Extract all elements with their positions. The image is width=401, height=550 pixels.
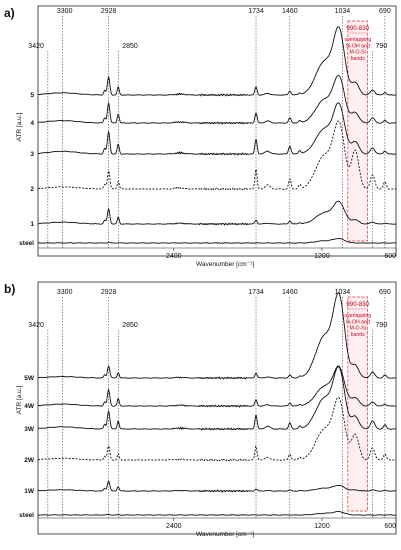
highlight-title: 990-830 [346,25,369,32]
x-axis-label: Wavenumber [cm⁻¹] [196,531,254,538]
peak-label-690: 690 [379,8,391,15]
highlight-text-line: overlapping [344,313,371,319]
plot-frame [37,281,397,535]
plot-frame [37,5,397,257]
series-label-steel: steel [19,512,34,519]
x-tick-label: 600 [384,523,396,530]
peak-label-1034: 1034 [335,289,351,296]
peak-label-3420: 3420 [28,43,44,50]
peak-label-3420: 3420 [28,322,44,329]
series-trace-steel [37,510,397,516]
series-label-3: 3 [30,151,34,158]
series-label-1W: 1W [24,488,35,495]
highlight-text-line: Si-OH and [346,43,370,49]
highlight-title: 990-830 [346,301,369,308]
peak-label-3300: 3300 [57,8,73,15]
panel-label: a) [4,6,15,20]
series-trace-3W [37,366,397,431]
series-label-3W: 3W [24,426,35,433]
series-label-2: 2 [30,186,34,193]
series-trace-1W [37,480,397,493]
series-label-steel: steel [19,240,34,247]
series-label-4W: 4W [24,403,35,410]
highlight-text-line: M-O-Si [350,326,366,332]
series-trace-2 [37,120,397,191]
peak-label-2928: 2928 [101,289,117,296]
x-tick-label: 600 [384,253,396,260]
peak-label-1034: 1034 [335,8,351,15]
series-trace-4W [37,365,397,408]
y-axis-label: ATR [a.u.] [16,112,23,141]
highlight-text-line: M-O-Si [350,50,366,56]
series-label-2W: 2W [24,457,35,464]
highlight-text-line: bands [351,332,366,338]
highlight-text-line: bands [351,56,366,62]
peak-label-790: 790 [376,322,388,329]
peak-label-1460: 1460 [282,289,298,296]
series-label-1: 1 [30,221,34,228]
peak-label-790: 790 [376,43,388,50]
peak-label-1734: 1734 [248,289,264,296]
series-trace-steel [37,237,397,244]
panel-label: b) [4,282,15,296]
x-tick-label: 2400 [166,253,182,260]
series-trace-2W [37,396,397,462]
peak-label-2850: 2850 [122,322,138,329]
series-trace-5W [37,292,397,380]
x-tick-label: 1200 [314,523,330,530]
series-label-5: 5 [30,92,34,99]
peak-label-2928: 2928 [101,8,117,15]
highlight-band [347,20,368,242]
series-trace-3 [37,102,397,156]
x-tick-label: 1200 [314,253,330,260]
x-tick-label: 2400 [166,523,182,530]
x-axis-label: Wavenumber [cm⁻¹] [196,261,254,268]
peak-label-1460: 1460 [282,8,298,15]
peak-label-2850: 2850 [122,43,138,50]
peak-label-3300: 3300 [57,289,73,296]
series-label-4: 4 [30,120,34,127]
highlight-text-line: overlapping [344,37,371,43]
series-trace-5 [37,26,397,97]
series-label-5W: 5W [24,375,35,382]
series-trace-1 [37,200,397,226]
y-axis-label: ATR [a.u.] [16,385,23,414]
highlight-text-line: Si-OH and [346,319,370,325]
peak-label-690: 690 [379,289,391,296]
series-trace-4 [37,75,396,125]
peak-label-1734: 1734 [248,8,264,15]
